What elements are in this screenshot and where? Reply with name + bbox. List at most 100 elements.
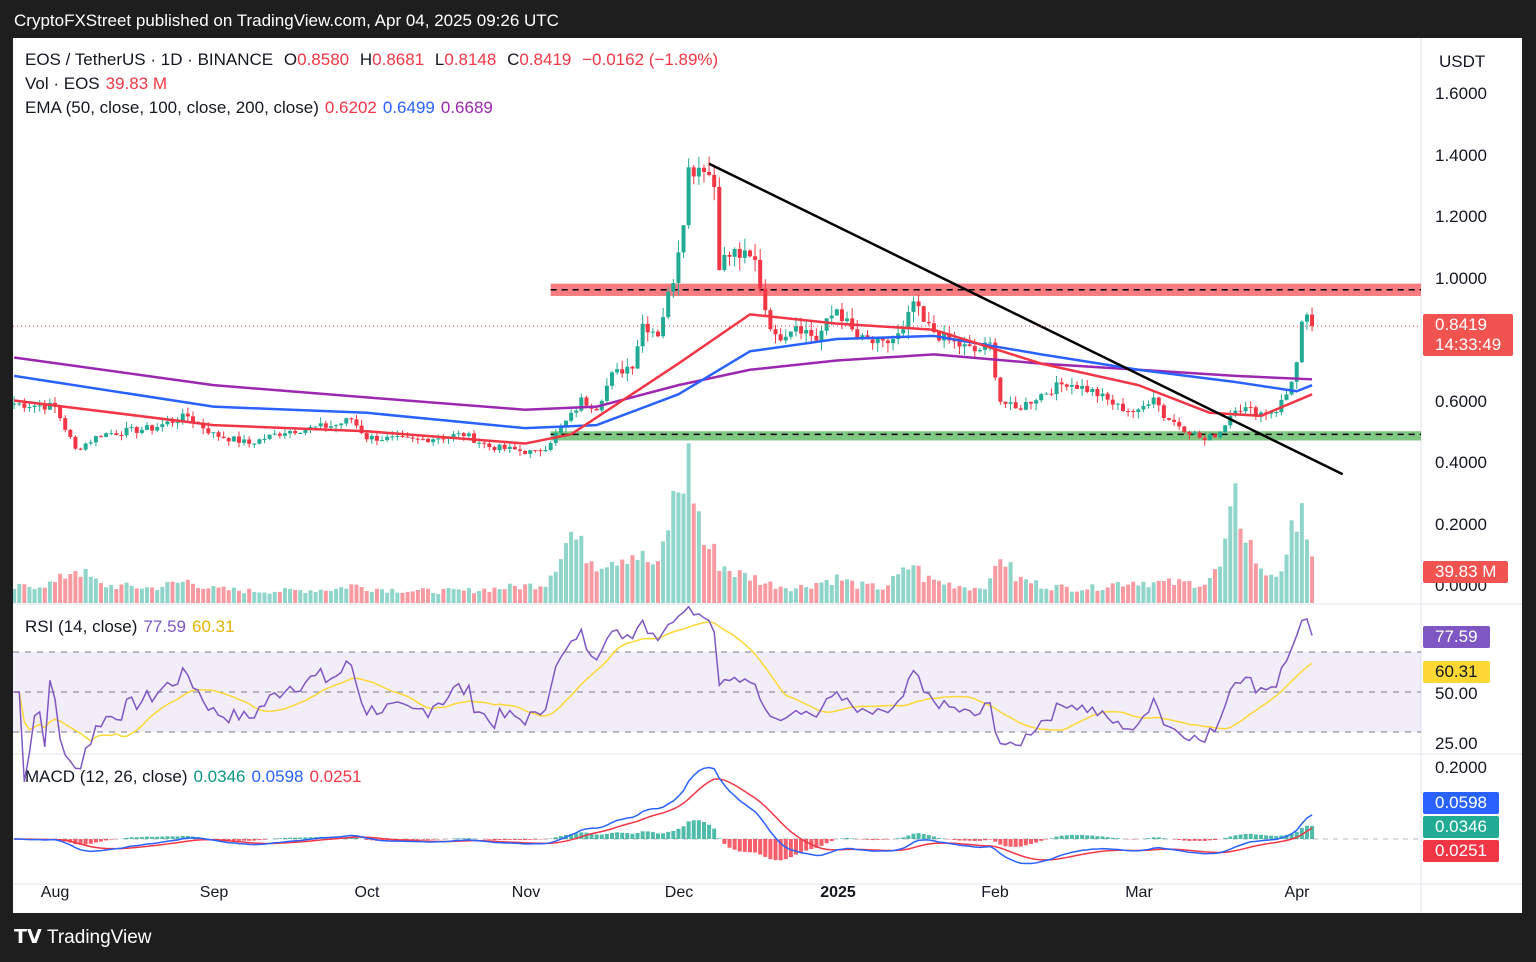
macd-histogram-bar [282,837,287,839]
volume-bar [983,589,988,603]
volume-bar [814,583,819,603]
volume-bar [451,588,456,603]
volume-bar [885,585,890,603]
candle [661,307,666,339]
candle [1294,361,1299,389]
volume-bar [1253,563,1258,603]
volume-bar [374,588,379,603]
candle [712,164,717,201]
candle-body [114,433,119,435]
candle-body [73,436,78,449]
volume-bar [323,590,328,603]
candle-body [175,422,180,424]
candle [1115,402,1120,411]
volume-bar [1105,587,1110,603]
macd-histogram-bar [819,839,824,846]
candle-body [1182,426,1187,432]
candle-body [758,259,763,289]
macd-histogram-bar [553,837,558,839]
candle-body [83,443,88,450]
volume-bar [758,584,763,603]
volume-bar [68,574,73,603]
macd-histogram-bar [180,835,185,839]
candle [1218,430,1223,440]
currency-label[interactable]: USDT [1439,52,1486,71]
macd-histogram-bar [1304,825,1309,839]
candle [732,247,737,267]
macd-histogram-bar [937,838,942,839]
candle [150,424,155,435]
candle [1151,391,1156,408]
candle [247,436,252,448]
volume-bar [1289,520,1294,603]
volume-bar [436,593,441,603]
candle-body [1172,419,1177,422]
candle [834,308,839,316]
macd-histogram-bar [1223,838,1228,839]
low-value: 0.8148 [444,50,497,69]
candle-body [584,397,589,406]
volume-bar [783,588,788,603]
candle [22,398,27,412]
candle [487,441,492,451]
candle [415,436,420,444]
volume-bar [139,588,144,603]
macd-histogram-bar [170,836,175,839]
macd-histogram-bar [594,834,599,839]
volume-bar [17,583,22,603]
tradingview-logo[interactable]: 𝗧𝗩 TradingView [14,926,152,949]
volume-bar [988,578,993,603]
macd-tag: 0.0598 [1423,792,1499,814]
macd-histogram-bar [906,835,911,839]
chart-frame[interactable]: EOS / TetherUS · 1D · BINANCE O0.8580 H0… [13,38,1522,913]
candle [1003,401,1008,409]
macd-histogram-bar [773,839,778,861]
candle-body [548,442,553,450]
candle-body [160,424,165,428]
time-tick: Aug [40,884,70,901]
candle [1304,312,1309,330]
time-tick: Oct [354,884,380,901]
candle [620,360,625,378]
publisher-caption: CryptoFXStreet published on TradingView.… [14,11,559,30]
candle [1029,401,1034,410]
candle-body [880,338,885,341]
macd-histogram-bar [1034,839,1039,843]
macd-histogram-bar [972,839,977,841]
candle [313,426,318,429]
volume-bar [303,593,308,603]
macd-histogram-bar [257,839,262,841]
macd-histogram-bar [845,837,850,839]
close-value: 0.8419 [519,50,572,69]
volume-bar [609,561,614,603]
macd-histogram-bar [83,839,88,845]
candle-body [737,248,742,258]
macd-histogram-bar [599,834,604,839]
volume-bar [512,586,517,603]
chart-canvas[interactable] [13,38,1522,913]
candle [114,430,119,436]
volume-bar [671,491,676,603]
candle-body [773,329,778,335]
candle [282,427,287,440]
volume-legend: Vol · EOS 39.83 M [25,74,173,94]
macd-histogram-bar [1253,834,1258,839]
macd-histogram-bar [385,839,390,841]
volume-bar [793,588,798,603]
macd-histogram-bar [686,821,691,839]
volume-bar [160,586,165,603]
macd-histogram-bar [298,837,303,839]
macd-histogram-bar [1238,834,1243,839]
macd-histogram-bar [574,833,579,839]
candle [298,432,303,434]
candle [211,431,216,439]
candle-body [170,421,175,423]
candle-body [318,423,323,427]
macd-histogram-bar [926,835,931,839]
macd-histogram-bar [165,836,170,839]
time-tick: Sep [199,884,229,901]
volume-bar [615,565,620,603]
candle [221,431,226,439]
rsi-tick: 25.00 [1435,734,1478,753]
candle-body [666,291,671,318]
